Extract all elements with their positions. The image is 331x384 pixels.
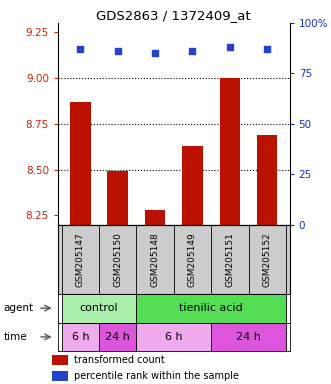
Bar bbox=[99, 323, 136, 351]
Text: transformed count: transformed count bbox=[74, 356, 165, 366]
Text: GSM205148: GSM205148 bbox=[151, 232, 160, 286]
Text: GSM205149: GSM205149 bbox=[188, 232, 197, 286]
Text: agent: agent bbox=[3, 303, 33, 313]
Bar bbox=[52, 371, 68, 381]
Bar bbox=[136, 323, 211, 351]
Bar bbox=[62, 294, 136, 323]
Point bbox=[153, 50, 158, 56]
Text: GSM205152: GSM205152 bbox=[263, 232, 272, 286]
Text: GSM205147: GSM205147 bbox=[76, 232, 85, 286]
Point bbox=[264, 46, 270, 52]
Bar bbox=[211, 323, 286, 351]
Point bbox=[115, 48, 120, 54]
Title: GDS2863 / 1372409_at: GDS2863 / 1372409_at bbox=[96, 9, 251, 22]
Text: 24 h: 24 h bbox=[236, 332, 261, 342]
Bar bbox=[108, 172, 128, 225]
Text: tienilic acid: tienilic acid bbox=[179, 303, 243, 313]
Text: 6 h: 6 h bbox=[71, 332, 89, 342]
Point bbox=[227, 44, 232, 50]
Text: GSM205151: GSM205151 bbox=[225, 232, 234, 286]
Text: percentile rank within the sample: percentile rank within the sample bbox=[74, 371, 239, 381]
Text: 24 h: 24 h bbox=[105, 332, 130, 342]
Bar bbox=[70, 102, 91, 225]
Text: 6 h: 6 h bbox=[165, 332, 183, 342]
Text: GSM205150: GSM205150 bbox=[113, 232, 122, 286]
Bar bbox=[182, 146, 203, 225]
Bar bbox=[136, 294, 286, 323]
Point bbox=[190, 48, 195, 54]
Point bbox=[78, 46, 83, 52]
Bar bbox=[257, 135, 277, 225]
Text: time: time bbox=[3, 332, 27, 342]
Bar bbox=[145, 210, 166, 225]
Bar bbox=[219, 78, 240, 225]
Bar bbox=[52, 355, 68, 366]
Text: control: control bbox=[80, 303, 118, 313]
Bar bbox=[62, 323, 99, 351]
